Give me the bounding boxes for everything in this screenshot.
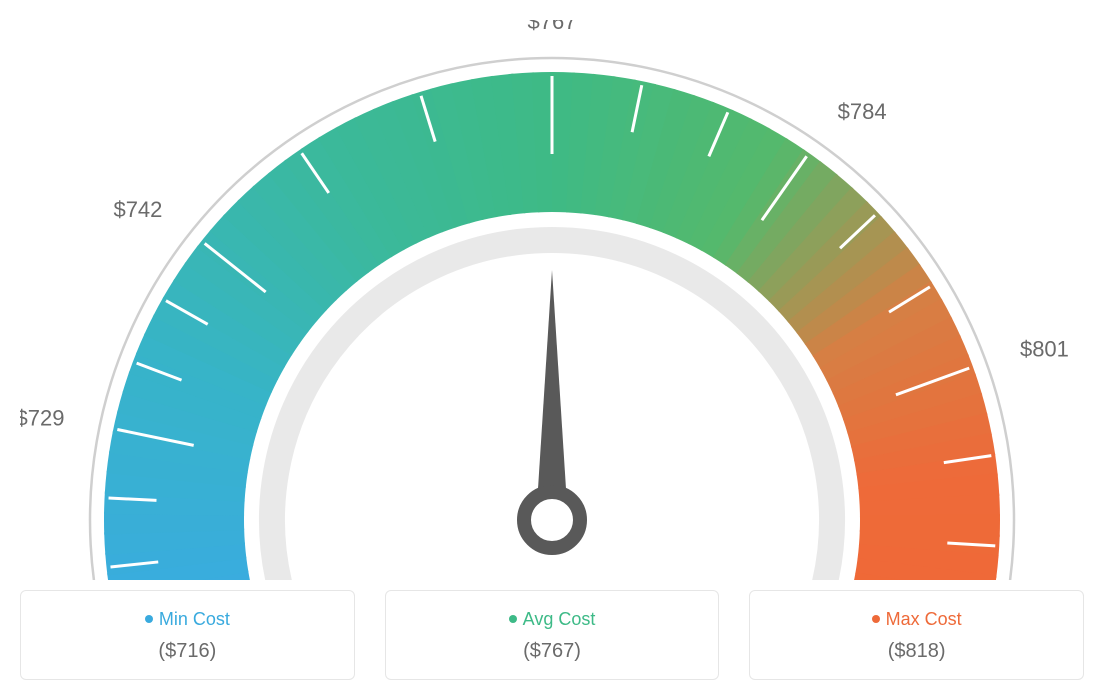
min-cost-label: Min Cost xyxy=(21,609,354,630)
max-cost-card: Max Cost ($818) xyxy=(749,590,1084,680)
min-cost-card: Min Cost ($716) xyxy=(20,590,355,680)
gauge-chart-container: $716$729$742$767$784$801$818 Min Cost ($… xyxy=(20,20,1084,680)
avg-cost-label: Avg Cost xyxy=(386,609,719,630)
scale-label: $729 xyxy=(20,405,64,430)
avg-cost-card: Avg Cost ($767) xyxy=(385,590,720,680)
avg-cost-label-text: Avg Cost xyxy=(523,609,596,629)
scale-label: $742 xyxy=(113,197,162,222)
summary-cards: Min Cost ($716) Avg Cost ($767) Max Cost… xyxy=(20,590,1084,680)
min-cost-value: ($716) xyxy=(21,640,354,663)
max-cost-label-text: Max Cost xyxy=(886,609,962,629)
scale-label: $801 xyxy=(1020,337,1069,362)
avg-cost-value: ($767) xyxy=(386,640,719,663)
dot-icon xyxy=(872,615,880,623)
dot-icon xyxy=(509,615,517,623)
min-cost-label-text: Min Cost xyxy=(159,609,230,629)
max-cost-value: ($818) xyxy=(750,640,1083,663)
scale-label: $784 xyxy=(838,99,887,124)
dot-icon xyxy=(145,615,153,623)
gauge-area: $716$729$742$767$784$801$818 xyxy=(20,20,1084,580)
scale-label: $767 xyxy=(528,20,577,34)
gauge-svg: $716$729$742$767$784$801$818 xyxy=(20,20,1084,580)
max-cost-label: Max Cost xyxy=(750,609,1083,630)
